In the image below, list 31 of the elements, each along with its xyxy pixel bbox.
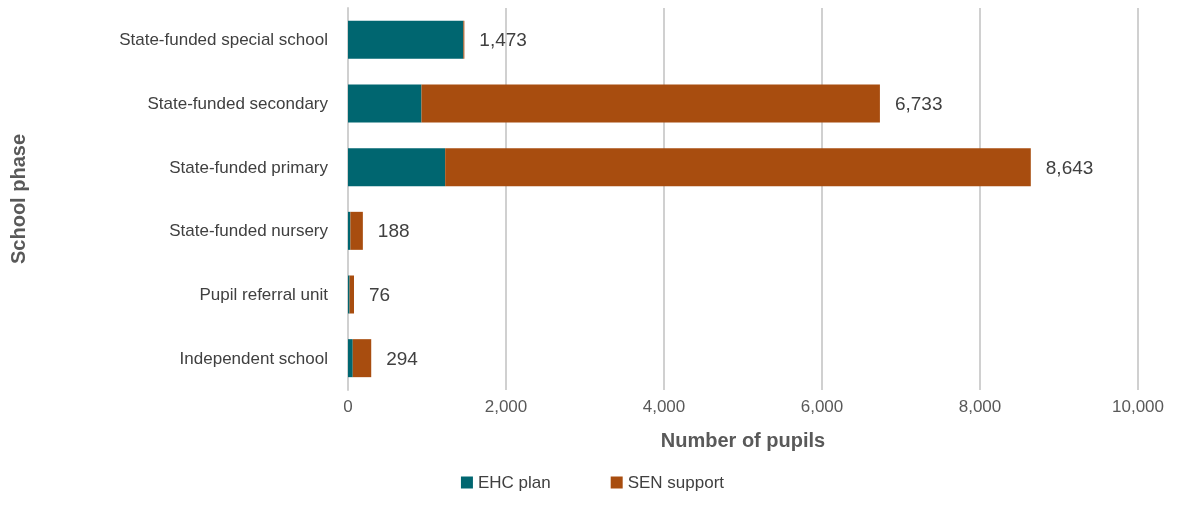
total-label: 8,643: [1045, 156, 1094, 178]
bar: [352, 339, 372, 378]
bar: [348, 148, 446, 187]
bar: [348, 339, 353, 378]
bar: [348, 84, 422, 123]
total-label: 6,733: [894, 93, 943, 114]
legend-label: EHC plan: [477, 473, 551, 492]
x-tick-label: 4,000: [642, 397, 686, 416]
bar: [445, 148, 1031, 187]
y-tick-label: Independent school: [179, 348, 328, 368]
bar: [421, 84, 880, 123]
y-axis-title: School phase: [7, 133, 29, 265]
y-tick-label: State-funded special school: [119, 30, 328, 50]
y-tick-label: State-funded nursery: [169, 221, 329, 241]
y-tick-label: State-funded secondary: [147, 94, 329, 113]
bar: [348, 20, 464, 59]
total-label: 294: [386, 347, 419, 369]
y-tick-label: State-funded primary: [169, 157, 329, 177]
bar: [350, 211, 363, 250]
x-axis-title: Number of pupils: [660, 429, 826, 451]
legend-label: SEN support: [627, 473, 725, 492]
x-tick-label: 10,000: [1112, 397, 1164, 416]
x-tick-label: 2,000: [484, 397, 528, 416]
total-label: 1,473: [479, 29, 527, 51]
bar: [349, 275, 354, 314]
x-tick-label: 0: [343, 397, 353, 416]
y-tick-label: Pupil referral unit: [199, 285, 329, 304]
x-tick-label: 8,000: [958, 397, 1002, 416]
total-label: 76: [369, 284, 391, 305]
x-tick-label: 6,000: [800, 397, 844, 416]
total-label: 188: [377, 220, 410, 242]
